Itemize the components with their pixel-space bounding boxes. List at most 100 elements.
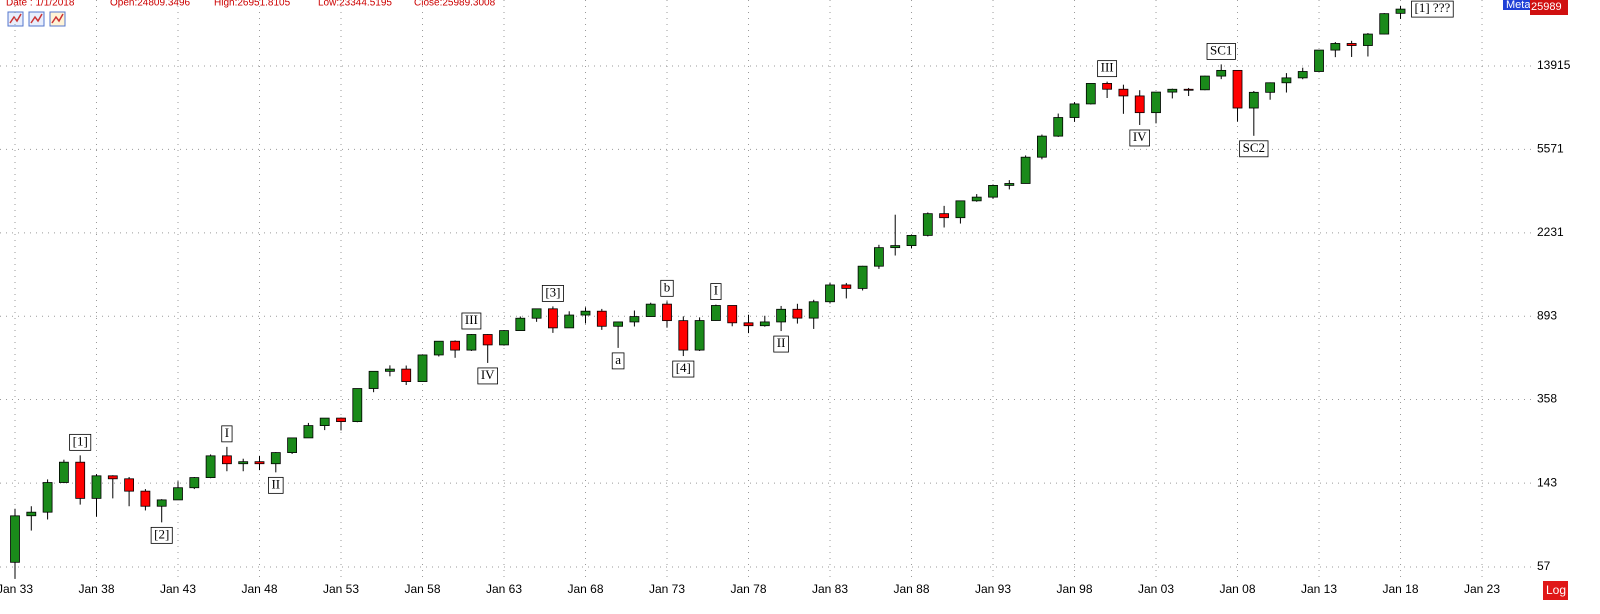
candle-body: [482, 334, 493, 346]
wave-label-box: [672, 360, 695, 378]
candle-body: [1379, 13, 1390, 35]
candle-body: [1200, 75, 1210, 91]
candle-body: [205, 455, 216, 478]
wave-label: [1] ???: [1415, 0, 1451, 15]
candle-body: [1004, 183, 1015, 186]
candle-body: [906, 234, 917, 247]
candle-body: [727, 305, 738, 324]
wave-label: IV: [1133, 129, 1147, 144]
candle-body: [1102, 83, 1113, 90]
x-tick-label: Jan 93: [975, 582, 1011, 596]
candle-body: [336, 417, 346, 423]
wave-label: [4]: [676, 360, 691, 375]
candle-body: [1134, 95, 1145, 114]
y-tick-label: 57: [1537, 559, 1551, 573]
candle-body: [874, 247, 884, 267]
candle-body: [678, 320, 689, 351]
y-tick-label: 143: [1537, 475, 1557, 489]
candle-body: [1346, 43, 1357, 46]
x-tick-label: Jan 08: [1220, 582, 1256, 596]
wave-label-box: [1239, 140, 1269, 158]
candle-body: [890, 245, 901, 249]
x-tick-label: Jan 13: [1301, 582, 1337, 596]
candle-body: [173, 487, 183, 501]
wave-label: I: [225, 425, 229, 440]
candle-body: [222, 455, 232, 465]
wave-label: II: [271, 476, 280, 491]
candle-body: [319, 417, 330, 426]
candle-body: [1216, 69, 1227, 77]
candle-body: [515, 317, 526, 331]
candle-body: [694, 320, 705, 351]
x-tick-label: Jan 03: [1138, 582, 1174, 596]
candle-body: [1281, 77, 1292, 84]
candle-body: [939, 213, 950, 219]
x-tick-label: Jan 53: [323, 582, 359, 596]
wave-label-box: [461, 312, 482, 330]
candle-body: [1395, 8, 1406, 14]
header: Date : 1/1/2018 Open:24809.3496 High:269…: [6, 0, 496, 9]
wave-label: [3]: [545, 284, 560, 299]
wave-label: I: [714, 283, 718, 298]
candle-body: [955, 200, 966, 219]
tool-icon[interactable]: [28, 11, 45, 27]
candle-body: [743, 322, 754, 327]
candle-body: [401, 368, 412, 382]
candle-body: [450, 340, 461, 351]
wave-label-box: [1129, 129, 1150, 147]
candle-body: [971, 196, 982, 202]
wave-label-box: [660, 279, 674, 297]
candle-body: [238, 461, 249, 465]
wave-label-box: [150, 526, 173, 544]
candle-body: [1265, 82, 1276, 93]
candle-body: [580, 310, 591, 316]
y-tick-label: 13915: [1537, 58, 1571, 72]
wave-label-box: [1097, 60, 1118, 78]
log-badge[interactable]: [1543, 581, 1568, 600]
header-date: Date : 1/1/2018: [6, 0, 75, 9]
x-tick-label: Jan 38: [78, 582, 114, 596]
candle-body: [1151, 91, 1161, 114]
candle-body: [417, 354, 428, 382]
candle-body: [466, 334, 477, 351]
candle-body: [1330, 43, 1341, 51]
y-tick-label: 358: [1537, 392, 1557, 406]
wave-label: [2]: [154, 526, 169, 541]
candle-body: [499, 330, 509, 346]
candle-body: [1069, 103, 1080, 118]
x-tick-label: Jan 98: [1057, 582, 1093, 596]
wave-label: IV: [481, 367, 495, 382]
candle-body: [1248, 91, 1259, 109]
candle-body: [922, 213, 933, 236]
x-tick-label: Jan 43: [160, 582, 196, 596]
x-tick-label: Jan 88: [893, 582, 929, 596]
candle-body: [433, 340, 444, 356]
wave-label-box: [773, 335, 789, 353]
candle-body: [1232, 69, 1243, 109]
symbol-badge: [1503, 0, 1535, 10]
candle-body: [808, 301, 819, 319]
x-tick-label: Jan 58: [404, 582, 440, 596]
last-price-badge: [1530, 0, 1568, 15]
wave-label-box: [477, 367, 498, 385]
candle-body: [352, 388, 363, 423]
candle-body: [1183, 88, 1194, 91]
wave-label-box: [541, 284, 564, 302]
log-label[interactable]: Log: [1546, 583, 1566, 597]
candle-body: [1085, 83, 1096, 105]
annotations: [1][2]IIIIIIIV[3]ab[4]IIIIIIIVSC1SC2[1] …: [69, 0, 1454, 544]
candles: [10, 5, 1406, 579]
candle-body: [385, 368, 395, 372]
candle-body: [287, 437, 298, 453]
candle-body: [189, 477, 200, 489]
candle-body: [156, 499, 167, 507]
tool-icon[interactable]: [7, 11, 24, 27]
wave-label: [1]: [73, 433, 88, 448]
x-tick-label: Jan 23: [1464, 582, 1500, 596]
candle-body: [564, 314, 575, 329]
x-tick-label: Jan 18: [1383, 582, 1419, 596]
tool-icon[interactable]: [49, 11, 66, 27]
candle-body: [254, 461, 265, 465]
candle-body: [548, 308, 558, 329]
